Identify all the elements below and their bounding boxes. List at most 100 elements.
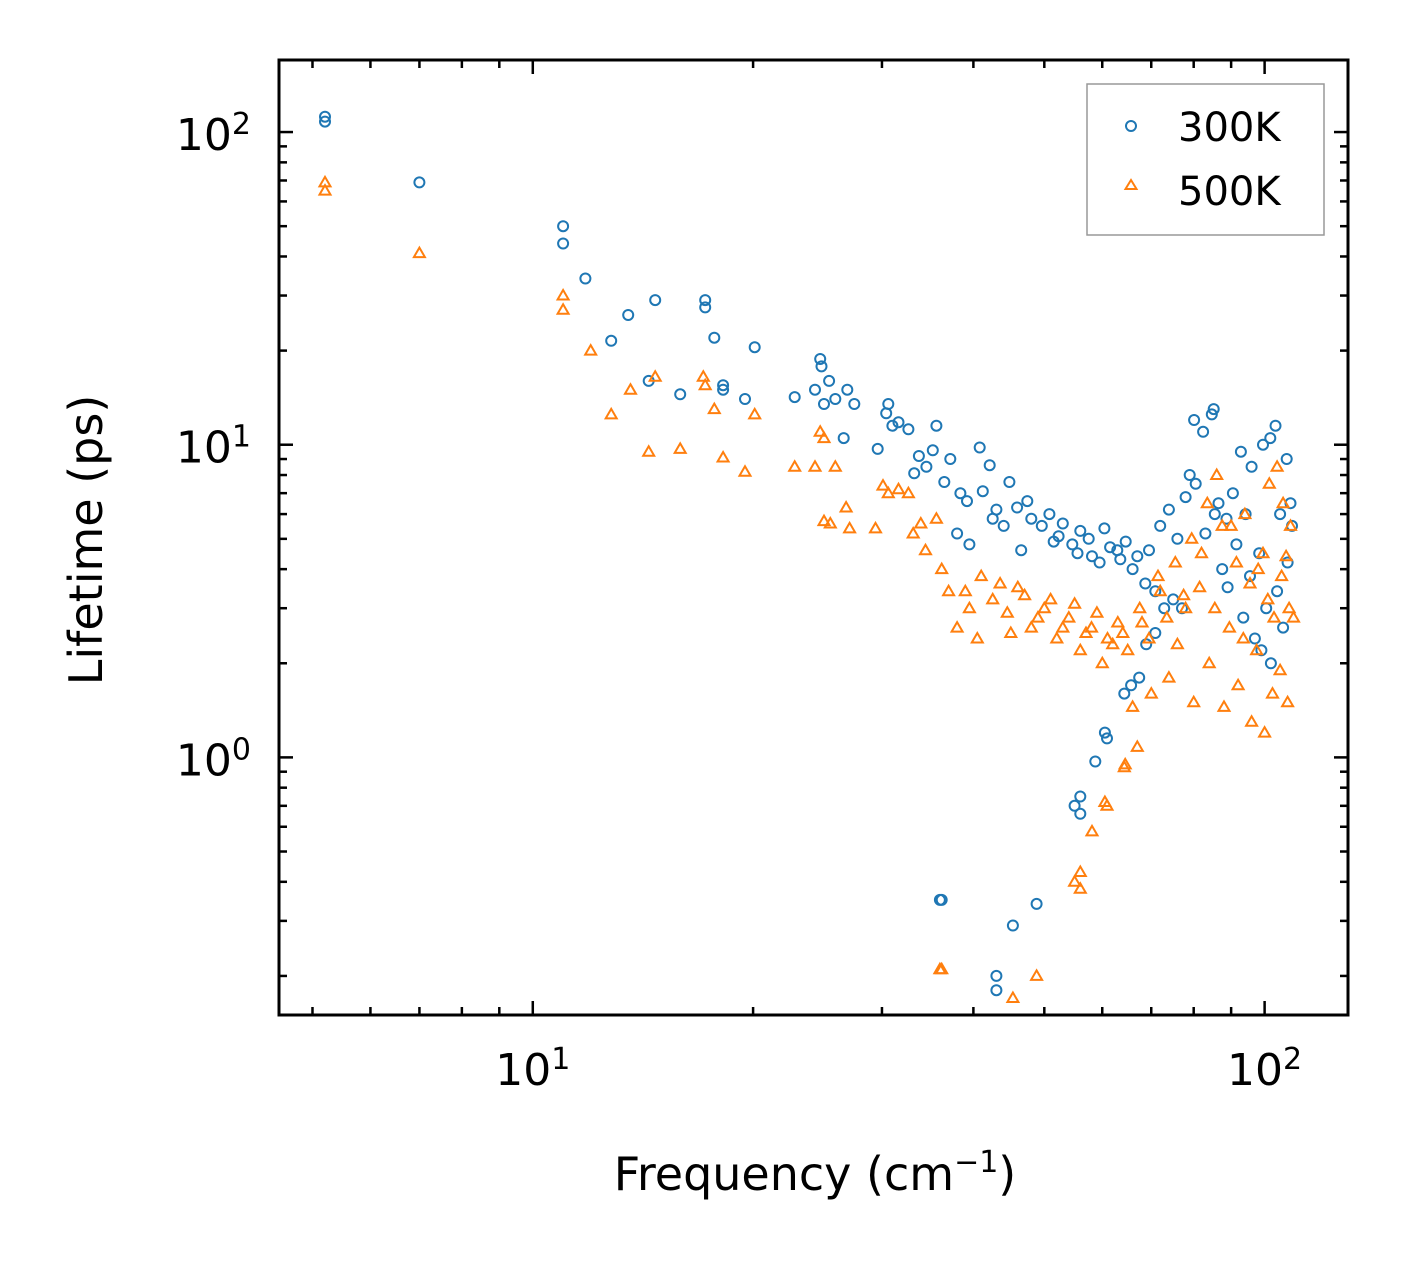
legend-box <box>1086 83 1325 236</box>
point-300k <box>848 398 861 410</box>
point-500k <box>603 406 619 420</box>
point-300k <box>1118 687 1131 700</box>
point-300k <box>1154 519 1167 532</box>
point-500k <box>1262 476 1277 489</box>
point-300k <box>622 309 635 321</box>
point-300k <box>1171 532 1184 545</box>
point-500k <box>1250 561 1266 575</box>
point-300k <box>1101 732 1113 745</box>
point-500k <box>1194 545 1209 559</box>
point-500k <box>1125 699 1140 712</box>
point-300k <box>1208 508 1221 521</box>
point-300k <box>1074 807 1087 820</box>
point-300k <box>579 272 592 285</box>
point-300k <box>809 383 821 396</box>
point-500k <box>1260 591 1276 605</box>
point-300k <box>1189 477 1202 490</box>
point-500k <box>1117 756 1133 770</box>
point-300k <box>1221 581 1234 594</box>
point-500k <box>1278 548 1294 562</box>
point-500k <box>1005 990 1021 1003</box>
point-500k <box>1274 568 1289 582</box>
point-300k <box>1199 527 1212 540</box>
point-300k <box>699 301 712 314</box>
point-300k <box>717 379 730 392</box>
point-500k <box>412 245 427 259</box>
point-300k <box>788 391 801 404</box>
point-300k <box>1257 438 1269 451</box>
point-300k <box>1104 541 1117 554</box>
point-300k <box>1230 538 1243 551</box>
point-500k <box>1017 587 1032 601</box>
point-500k <box>1237 506 1253 520</box>
point-500k <box>707 401 722 415</box>
point-300k <box>708 331 721 344</box>
point-500k <box>1003 625 1019 638</box>
point-500k <box>1161 670 1177 683</box>
point-300k <box>557 237 570 250</box>
point-500k <box>641 444 656 457</box>
point-300k <box>1119 535 1132 548</box>
point-500k <box>905 526 921 539</box>
point-300k <box>1074 790 1087 803</box>
point-500k <box>929 511 944 524</box>
point-500k <box>1216 699 1232 712</box>
point-300k <box>413 176 426 189</box>
series-300k <box>319 110 1298 997</box>
point-500k <box>1280 694 1295 708</box>
point-500k <box>1281 600 1297 614</box>
point-300k <box>920 460 933 473</box>
point-300k <box>926 444 939 457</box>
point-300k <box>976 485 989 498</box>
point-500k <box>787 459 802 472</box>
point-300k <box>1188 414 1201 426</box>
point-500k <box>555 302 571 315</box>
point-500k <box>992 576 1008 589</box>
point-500k <box>958 583 973 597</box>
point-500k <box>812 424 828 437</box>
point-300k <box>829 393 842 405</box>
point-300k <box>990 969 1003 982</box>
point-500k <box>1286 610 1301 623</box>
series-500k <box>317 174 1301 1003</box>
point-500k <box>1105 636 1120 650</box>
point-300k <box>319 115 331 128</box>
point-500k <box>583 343 598 356</box>
point-300k <box>1098 522 1111 535</box>
point-500k <box>1230 677 1246 691</box>
point-500k <box>1207 600 1223 614</box>
legend-marker-300k <box>1125 120 1137 132</box>
point-500k <box>842 520 857 534</box>
point-300k <box>1035 519 1048 532</box>
point-500k <box>828 459 843 472</box>
point-300k <box>1234 445 1247 458</box>
y-tick-label-1: 100 <box>176 732 251 786</box>
point-500k <box>1130 739 1145 752</box>
point-300k <box>1089 755 1102 768</box>
point-300k <box>1071 547 1084 560</box>
point-300k <box>319 110 331 123</box>
point-500k <box>1078 625 1094 638</box>
point-300k <box>973 441 986 454</box>
legend-marker-500k <box>1123 178 1139 190</box>
point-500k <box>1159 610 1175 623</box>
point-300k <box>930 419 943 432</box>
point-300k <box>1269 419 1282 432</box>
point-300k <box>983 459 996 472</box>
point-500k <box>1201 655 1217 669</box>
point-300k <box>605 334 618 347</box>
point-300k <box>1280 453 1293 465</box>
point-500k <box>881 485 896 499</box>
point-300k <box>1068 799 1081 812</box>
point-500k <box>1073 642 1088 656</box>
point-300k <box>944 453 957 465</box>
point-500k <box>555 288 571 301</box>
point-500k <box>1073 881 1088 894</box>
point-300k <box>1245 460 1258 473</box>
point-300k <box>1025 512 1038 525</box>
point-300k <box>1074 524 1087 537</box>
point-300k <box>649 294 662 307</box>
point-500k <box>1176 587 1191 601</box>
point-500k <box>1236 631 1251 644</box>
